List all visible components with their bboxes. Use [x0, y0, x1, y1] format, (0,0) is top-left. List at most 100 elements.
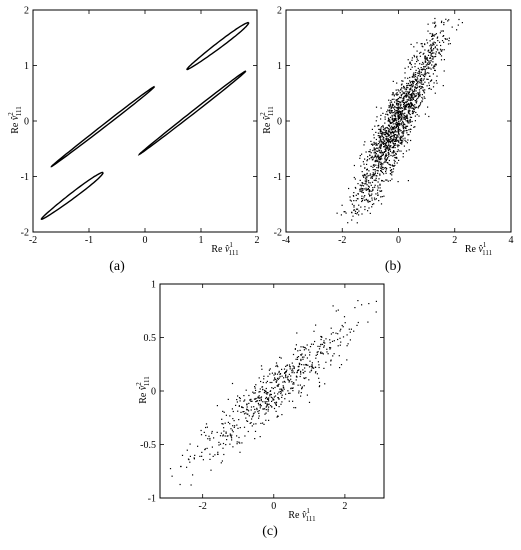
scatter-point: [412, 98, 415, 100]
scatter-point: [386, 148, 388, 150]
scatter-point: [379, 136, 381, 138]
scatter-point: [202, 459, 204, 461]
scatter-point: [211, 430, 213, 433]
scatter-point: [432, 58, 434, 60]
scatter-point: [410, 116, 413, 118]
scatter-point: [416, 50, 418, 52]
scatter-point: [412, 104, 414, 106]
y-tick-label: -1: [274, 172, 282, 183]
scatter-point: [224, 435, 226, 437]
scatter-point: [359, 188, 361, 190]
scatter-point: [397, 181, 399, 183]
scatter-point: [380, 167, 382, 169]
scatter-point: [244, 399, 246, 401]
scatter-point: [281, 375, 283, 377]
scatter-point: [353, 195, 355, 197]
scatter-point: [283, 380, 285, 382]
scatter-point: [324, 383, 326, 385]
scatter-point: [238, 436, 240, 439]
scatter-point: [284, 372, 286, 374]
scatter-point: [412, 93, 414, 95]
scatter-point: [393, 162, 396, 164]
scatter-point: [209, 458, 211, 460]
scatter-point: [395, 152, 397, 155]
scatter-point: [225, 431, 227, 433]
scatter-point: [403, 98, 405, 100]
scatter-point: [432, 86, 435, 88]
scatter-point: [260, 398, 262, 400]
scatter-point: [259, 391, 261, 393]
scatter-point: [428, 82, 430, 84]
scatter-point: [403, 99, 405, 102]
scatter-point: [424, 56, 426, 58]
scatter-point: [409, 110, 411, 112]
scatter-point: [412, 91, 414, 93]
scatter-point: [302, 372, 304, 374]
scatter-point: [396, 101, 398, 103]
scatter-point: [389, 150, 392, 152]
scatter-point: [423, 73, 425, 75]
scatter-point: [364, 141, 366, 143]
scatter-point: [407, 112, 410, 114]
scatter-point: [407, 59, 409, 61]
scatter-point: [369, 212, 371, 214]
scatter-point: [399, 116, 401, 118]
scatter-point: [427, 30, 429, 32]
scatter-point: [385, 150, 387, 152]
scatter-point: [391, 146, 393, 148]
scatter-point: [380, 157, 382, 159]
scatter-point: [379, 142, 381, 144]
scatter-point: [415, 93, 417, 95]
scatter-point: [300, 373, 302, 375]
scatter-point: [323, 345, 325, 347]
scatter-point: [298, 366, 300, 368]
scatter-point: [395, 157, 397, 159]
scatter-point: [296, 356, 298, 358]
scatter-point: [273, 407, 276, 410]
scatter-point: [348, 187, 350, 190]
scatter-point: [226, 435, 228, 437]
scatter-point: [388, 163, 390, 165]
scatter-point: [193, 458, 195, 460]
scatter-point: [382, 125, 384, 127]
scatter-point: [254, 430, 257, 432]
scatter-point: [431, 64, 433, 66]
scatter-point: [427, 54, 430, 56]
scatter-point: [429, 80, 432, 82]
scatter-point: [381, 154, 383, 156]
scatter-point: [424, 72, 426, 74]
scatter-point: [407, 139, 409, 141]
scatter-point: [407, 111, 409, 113]
scatter-point: [391, 112, 393, 114]
scatter-point: [247, 430, 249, 433]
scatter-point: [390, 133, 392, 135]
scatter-point: [371, 128, 373, 130]
scatter-point: [406, 114, 408, 116]
scatter-point: [383, 141, 385, 143]
scatter-point: [421, 69, 423, 71]
scatter-point: [344, 211, 346, 213]
scatter-point: [199, 455, 201, 457]
scatter-point: [431, 35, 433, 37]
scatter-point: [258, 395, 260, 397]
scatter-point: [404, 72, 406, 74]
scatter-point: [410, 43, 412, 45]
scatter-point: [300, 392, 302, 394]
scatter-point: [365, 181, 367, 183]
scatter-point: [381, 168, 383, 170]
scatter-point: [398, 130, 400, 132]
scatter-point: [380, 114, 382, 116]
scatter-point: [387, 133, 389, 135]
scatter-point: [405, 95, 407, 98]
scatter-point: [406, 116, 408, 118]
scatter-point: [253, 406, 255, 408]
scatter-point: [412, 111, 414, 113]
scatter-point: [381, 134, 383, 136]
scatter-point: [411, 107, 413, 109]
scatter-point: [218, 444, 220, 446]
scatter-point: [394, 134, 396, 136]
scatter-point: [396, 109, 398, 111]
scatter-point: [390, 103, 392, 106]
scatter-point: [390, 111, 392, 113]
scatter-point: [268, 400, 270, 402]
